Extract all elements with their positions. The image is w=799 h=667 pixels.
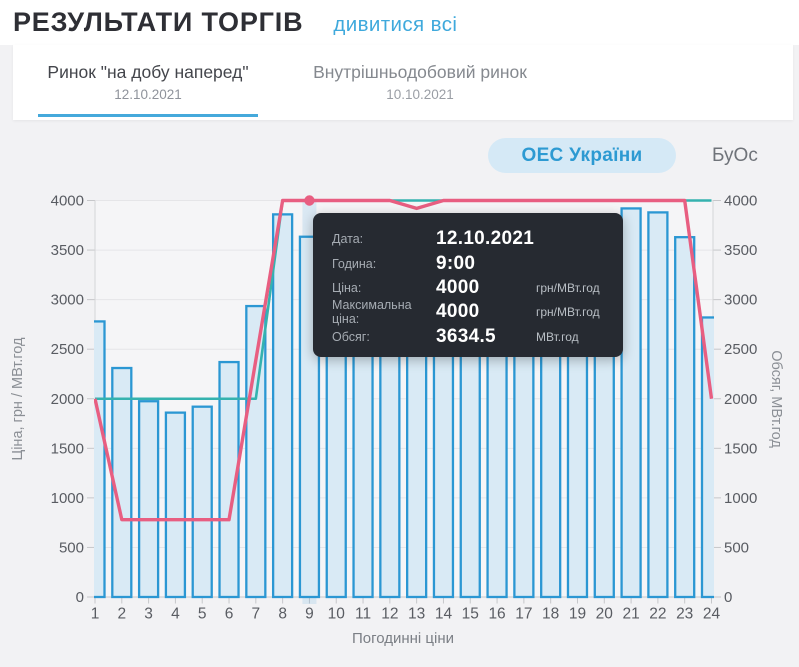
axis-ticks: 0 0 500 500 1000 1000 1500 1500 2000 2000 2500 2500… bbox=[51, 193, 758, 607]
svg-text:1500: 1500 bbox=[51, 440, 84, 457]
hover-point-marker bbox=[304, 195, 315, 206]
volume-bar bbox=[218, 360, 240, 599]
tooltip-row-hour: Година: 9:00 bbox=[332, 251, 609, 275]
y-axis-right-title: Обсяг, МВт.год bbox=[768, 350, 784, 448]
tooltip-unit: МВт.год bbox=[536, 329, 579, 344]
svg-text:0: 0 bbox=[724, 589, 732, 606]
svg-text:500: 500 bbox=[724, 539, 749, 556]
svg-text:17: 17 bbox=[515, 606, 532, 623]
svg-text:13: 13 bbox=[408, 606, 425, 623]
x-axis-title: Погодинні ціни bbox=[352, 630, 454, 647]
svg-text:4000: 4000 bbox=[724, 193, 757, 210]
svg-text:6: 6 bbox=[225, 606, 234, 623]
volume-bar bbox=[620, 207, 642, 599]
results-header: РЕЗУЛЬТАТИ ТОРГІВ дивитися всі bbox=[0, 0, 799, 45]
volume-bar bbox=[271, 213, 294, 599]
tooltip-unit: грн/МВт.год bbox=[536, 305, 600, 320]
svg-text:0: 0 bbox=[76, 589, 84, 606]
svg-text:500: 500 bbox=[59, 539, 84, 556]
tooltip-value: 4000 bbox=[436, 301, 480, 323]
svg-text:3500: 3500 bbox=[724, 242, 757, 259]
svg-text:24: 24 bbox=[703, 606, 721, 623]
price-line bbox=[94, 198, 714, 522]
tab-day-ahead-date: 12.10.2021 bbox=[114, 87, 182, 102]
zone-toggle-oes-ukraine[interactable]: ОЕС України bbox=[488, 138, 676, 173]
svg-text:1000: 1000 bbox=[51, 490, 84, 507]
tab-day-ahead-market[interactable]: Ринок "на добу наперед" 12.10.2021 bbox=[38, 45, 258, 120]
x-axis-labels: 1 2 3 4 5 6 7 8 9 10 11 12 13 14 15 16 17 18 19 20 21 22 23 24 bbox=[91, 597, 721, 623]
svg-text:4000: 4000 bbox=[51, 193, 84, 210]
svg-text:2: 2 bbox=[117, 606, 126, 623]
tooltip-label: Максимальна ціна: bbox=[332, 298, 412, 327]
svg-text:9: 9 bbox=[305, 606, 314, 623]
tooltip-row-volume: Обсяг: 3634.5 МВт.год bbox=[332, 325, 609, 349]
svg-text:21: 21 bbox=[622, 606, 639, 623]
tab-intraday-label: Внутрішньодобовий ринок bbox=[313, 62, 527, 82]
tooltip-label: Ціна: bbox=[332, 280, 362, 295]
svg-text:4: 4 bbox=[171, 606, 180, 623]
svg-text:10: 10 bbox=[328, 606, 346, 623]
tooltip-label: Дата: bbox=[332, 232, 364, 247]
tooltip-label: Година: bbox=[332, 256, 377, 271]
tooltip-row-max-price: Максимальна ціна: 4000 грн/МВт.год bbox=[332, 298, 609, 327]
tooltip-unit: грн/МВт.год bbox=[536, 280, 600, 295]
svg-text:1: 1 bbox=[91, 606, 100, 623]
svg-text:16: 16 bbox=[488, 606, 505, 623]
page-title: РЕЗУЛЬТАТИ ТОРГІВ bbox=[13, 7, 304, 37]
svg-text:23: 23 bbox=[676, 606, 693, 623]
svg-text:1000: 1000 bbox=[724, 490, 757, 507]
svg-text:18: 18 bbox=[542, 606, 559, 623]
svg-text:3500: 3500 bbox=[51, 242, 84, 259]
svg-text:12: 12 bbox=[381, 606, 398, 623]
volume-bar bbox=[674, 236, 696, 599]
svg-text:1500: 1500 bbox=[724, 440, 757, 457]
tab-day-ahead-label: Ринок "на добу наперед" bbox=[47, 62, 249, 82]
svg-text:15: 15 bbox=[462, 606, 479, 623]
y-axis-left-title: Ціна, грн / МВт.год bbox=[10, 337, 26, 461]
volume-bar bbox=[137, 400, 160, 599]
tooltip-value: 4000 bbox=[436, 276, 480, 298]
tooltip-value: 9:00 bbox=[436, 252, 476, 274]
tooltip-value: 3634.5 bbox=[436, 325, 496, 347]
tooltip-row-date: Дата: 12.10.2021 bbox=[332, 227, 609, 251]
svg-text:2500: 2500 bbox=[724, 341, 757, 358]
svg-text:2500: 2500 bbox=[51, 341, 84, 358]
svg-text:19: 19 bbox=[569, 606, 586, 623]
svg-text:7: 7 bbox=[252, 606, 261, 623]
chart-tooltip: Дата: 12.10.2021 Година: 9:00 Ціна: 4000… bbox=[313, 213, 623, 357]
svg-text:3000: 3000 bbox=[724, 292, 757, 309]
volume-bar bbox=[191, 405, 213, 599]
svg-text:5: 5 bbox=[198, 606, 207, 623]
tab-intraday-market[interactable]: Внутрішньодобовий ринок 10.10.2021 bbox=[294, 45, 546, 120]
tooltip-value: 12.10.2021 bbox=[436, 228, 535, 250]
volume-bar bbox=[94, 320, 106, 599]
tooltip-row-price: Ціна: 4000 грн/МВт.год bbox=[332, 276, 609, 300]
svg-text:11: 11 bbox=[355, 606, 371, 623]
tooltip-label: Обсяг: bbox=[332, 329, 370, 344]
see-all-link[interactable]: дивитися всі bbox=[333, 13, 458, 36]
svg-text:2000: 2000 bbox=[724, 391, 757, 408]
tab-intraday-date: 10.10.2021 bbox=[386, 87, 454, 102]
svg-text:3000: 3000 bbox=[51, 292, 84, 309]
svg-text:14: 14 bbox=[435, 606, 453, 623]
volume-bar bbox=[164, 411, 187, 599]
volume-bar bbox=[647, 211, 669, 599]
svg-text:8: 8 bbox=[278, 606, 287, 623]
zone-toggle-buos[interactable]: БуОс bbox=[712, 145, 758, 166]
svg-text:20: 20 bbox=[596, 606, 614, 623]
svg-text:3: 3 bbox=[144, 606, 153, 623]
market-tabs-card: Ринок "на добу наперед" 12.10.2021 Внутр… bbox=[13, 45, 793, 120]
svg-text:2000: 2000 bbox=[51, 391, 84, 408]
svg-text:22: 22 bbox=[649, 606, 666, 623]
hourly-prices-chart[interactable]: 0 0 500 500 1000 1000 1500 1500 2000 2000 2500 2500… bbox=[0, 130, 799, 667]
